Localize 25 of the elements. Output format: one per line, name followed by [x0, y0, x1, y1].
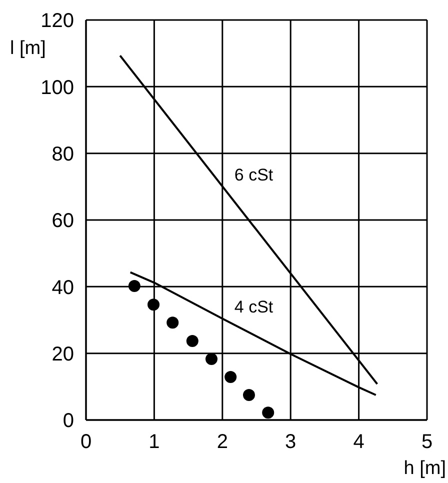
x-tick-label: 4	[353, 431, 364, 454]
y-tick-label: 60	[52, 210, 74, 232]
y-tick-label: 40	[52, 276, 74, 299]
x-axis-title: h [m]	[404, 458, 446, 480]
point	[262, 406, 274, 419]
y-tick-label: 120	[40, 10, 74, 32]
point	[148, 298, 160, 311]
y-tick-label: 100	[40, 76, 74, 99]
y-tick-label: 20	[52, 343, 74, 366]
x-tick-label: 0	[80, 431, 92, 454]
y-tick-label: 80	[52, 143, 74, 166]
point	[128, 280, 140, 292]
point	[224, 371, 237, 383]
x-tick-label: 3	[285, 431, 296, 454]
point	[243, 389, 255, 401]
series-label: 6 cSt	[234, 165, 274, 184]
series-label: 4 cSt	[234, 298, 274, 317]
point	[186, 335, 198, 347]
point	[166, 316, 179, 329]
x-tick-label: 5	[421, 431, 433, 454]
x-tick-label: 2	[216, 431, 228, 454]
x-tick-label: 1	[148, 431, 160, 454]
y-axis-title: l [m]	[10, 38, 46, 60]
y-tick-label: 0	[62, 410, 74, 432]
point	[205, 353, 218, 365]
